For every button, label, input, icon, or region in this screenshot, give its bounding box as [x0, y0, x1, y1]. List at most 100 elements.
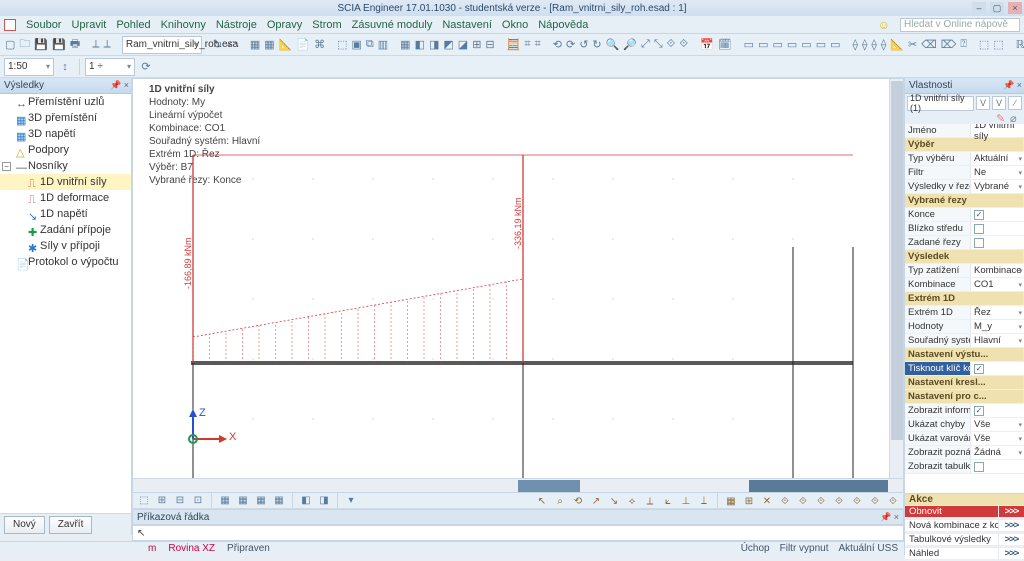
- snap-tool-icon[interactable]: ⟐: [867, 494, 883, 508]
- toolbar-icon[interactable]: ⟂: [91, 36, 100, 54]
- view-tool-icon[interactable]: ▦: [235, 494, 251, 508]
- prop-row[interactable]: Ukázat chybyVše: [905, 418, 1024, 432]
- toolbar-icon[interactable]: ⤡: [653, 36, 664, 54]
- menu-knihovny[interactable]: Knihovny: [161, 19, 206, 31]
- snap-tool-icon[interactable]: ⟂: [642, 494, 658, 508]
- view-tool-icon[interactable]: ▦: [217, 494, 233, 508]
- snap-tool-icon[interactable]: ▦: [723, 494, 739, 508]
- snap-tool-icon[interactable]: ✕: [759, 494, 775, 508]
- snap-tool-icon[interactable]: ⟡: [624, 494, 640, 508]
- snap-tool-icon[interactable]: ⟲: [570, 494, 586, 508]
- toolbar-icon[interactable]: ⌫: [920, 36, 938, 54]
- toolbar-icon[interactable]: 🗓: [717, 36, 733, 54]
- toolbar-icon[interactable]: ⟳: [565, 36, 576, 54]
- prop-row[interactable]: Extrém 1DŘez: [905, 306, 1024, 320]
- action-run-icon[interactable]: >>>: [998, 548, 1024, 559]
- toolbar-icon[interactable]: ▭: [757, 36, 769, 54]
- tree-item[interactable]: ▦3D přemístění: [0, 110, 131, 126]
- toolbar-icon[interactable]: ⬚: [978, 36, 990, 54]
- toolbar-icon[interactable]: 📐: [278, 36, 294, 54]
- toolbar-icon[interactable]: ⊟: [484, 36, 495, 54]
- action-row[interactable]: Nová kombinace z kombinac...>>>: [905, 519, 1024, 533]
- toolbar-icon[interactable]: ◩: [442, 36, 454, 54]
- toolbar-icon[interactable]: 🖶: [69, 36, 81, 54]
- toolbar-icon[interactable]: ◪: [457, 36, 469, 54]
- prop-row[interactable]: Zadané řezy: [905, 236, 1024, 250]
- close-button[interactable]: ×: [1008, 2, 1022, 14]
- toolbar-icon[interactable]: ▥: [377, 36, 389, 54]
- pin-icon[interactable]: 📌 ×: [110, 80, 129, 91]
- tree-item[interactable]: ↔Přemístění uzlů: [0, 94, 131, 110]
- tree-item[interactable]: ⎍1D deformace: [0, 190, 131, 206]
- close-panel-button[interactable]: Zavřít: [49, 516, 93, 534]
- prop-group[interactable]: Nastavení pro c...: [905, 390, 1024, 404]
- toolbar-icon[interactable]: 📅: [699, 36, 715, 54]
- funnel2-icon[interactable]: V: [992, 96, 1006, 110]
- prop-group[interactable]: Výsledek: [905, 250, 1024, 264]
- toolbar-icon[interactable]: ◧: [414, 36, 426, 54]
- prop-group[interactable]: Nastavení kresl...: [905, 376, 1024, 390]
- prop-group[interactable]: Vybrané řezy: [905, 194, 1024, 208]
- toolbar-icon[interactable]: ⟠: [852, 36, 859, 54]
- view-tool-icon[interactable]: ⊡: [190, 494, 206, 508]
- view-tool-icon[interactable]: ⬚: [136, 494, 152, 508]
- toolbar-icon[interactable]: ⍰: [959, 36, 968, 54]
- snap-tool-icon[interactable]: ⊞: [741, 494, 757, 508]
- menu-opravy[interactable]: Opravy: [267, 19, 302, 31]
- help-search-input[interactable]: Hledat v Online nápově: [900, 18, 1020, 32]
- toolbar-icon[interactable]: ✂: [907, 36, 918, 54]
- toolbar-icon[interactable]: 🧮: [506, 36, 522, 54]
- menu-upravit[interactable]: Upravit: [71, 19, 106, 31]
- toolbar-icon[interactable]: ◨: [428, 36, 440, 54]
- command-line[interactable]: ↖: [132, 525, 904, 541]
- toolbar-icon[interactable]: 🔎: [622, 36, 638, 54]
- property-object-select[interactable]: 1D vnitřní síly (1): [907, 96, 974, 111]
- snap-tool-icon[interactable]: ⟐: [777, 494, 793, 508]
- toolbar-icon[interactable]: ℝ: [1015, 36, 1024, 54]
- toolbar-icon[interactable]: 📄: [295, 36, 311, 54]
- toolbar-icon[interactable]: ⟐: [678, 36, 689, 54]
- snap-tool-icon[interactable]: ⟐: [813, 494, 829, 508]
- scale-combo[interactable]: 1:50: [4, 58, 54, 76]
- toolbar-icon[interactable]: ⬚: [336, 36, 348, 54]
- prop-row[interactable]: Tisknout klíč komb...✓: [905, 362, 1024, 376]
- menu-strom[interactable]: Strom: [312, 19, 341, 31]
- snap-tool-icon[interactable]: ⟐: [849, 494, 865, 508]
- toolbar-icon[interactable]: ⧉: [365, 36, 375, 54]
- toolbar-icon[interactable]: ▭: [800, 36, 812, 54]
- scale-combo[interactable]: 1 ÷: [85, 58, 135, 76]
- toolbar-icon[interactable]: ↻: [591, 36, 602, 54]
- view-tool-icon[interactable]: ◧: [298, 494, 314, 508]
- toolbar-icon[interactable]: ⤢: [640, 36, 651, 54]
- property-grid[interactable]: Jméno1D vnitřní sílyVýběrTyp výběruAktuá…: [905, 124, 1024, 493]
- minimize-button[interactable]: –: [972, 2, 986, 14]
- toolbar-icon[interactable]: 💾: [33, 36, 49, 54]
- toolbar-icon[interactable]: 🔍: [605, 36, 621, 54]
- prop-row[interactable]: HodnotyM_y: [905, 320, 1024, 334]
- snap-tool-icon[interactable]: ↗: [588, 494, 604, 508]
- prop-pin-icon[interactable]: 📌 ×: [1003, 80, 1022, 91]
- status-snap[interactable]: Úchop: [741, 543, 770, 554]
- menu-nastaveni[interactable]: Nastavení: [442, 19, 492, 31]
- tree-item[interactable]: ↘1D napětí: [0, 206, 131, 222]
- action-run-icon[interactable]: >>>: [998, 506, 1024, 517]
- toolbar-icon[interactable]: ⟠: [880, 36, 887, 54]
- paint-icon[interactable]: ✎: [996, 112, 1008, 124]
- tree-item[interactable]: 📄Protokol o výpočtu: [0, 254, 131, 270]
- view-tool-icon[interactable]: ◨: [316, 494, 332, 508]
- view-tool-icon[interactable]: ▦: [253, 494, 269, 508]
- menu-pohled[interactable]: Pohled: [116, 19, 150, 31]
- status-filter[interactable]: Filtr vypnut: [780, 543, 829, 554]
- prop-row[interactable]: Zobrazit poznámkyŽádná: [905, 446, 1024, 460]
- prop-row[interactable]: Ukázat varováníVše: [905, 432, 1024, 446]
- tree-item[interactable]: ✱Síly v přípoji: [0, 238, 131, 254]
- menu-napoveda[interactable]: Nápověda: [538, 19, 588, 31]
- tree-item[interactable]: ✚Zadání přípoje: [0, 222, 131, 238]
- toolbar-icon[interactable]: ⌗: [523, 36, 531, 54]
- toolbar-icon[interactable]: ▢: [4, 36, 16, 54]
- toolbar-icon[interactable]: ▭: [815, 36, 827, 54]
- menu-okno[interactable]: Okno: [502, 19, 528, 31]
- prop-row[interactable]: Typ zatíženíKombinace: [905, 264, 1024, 278]
- snap-tool-icon[interactable]: ⌕: [552, 494, 568, 508]
- tree-item[interactable]: ▦3D napětí: [0, 126, 131, 142]
